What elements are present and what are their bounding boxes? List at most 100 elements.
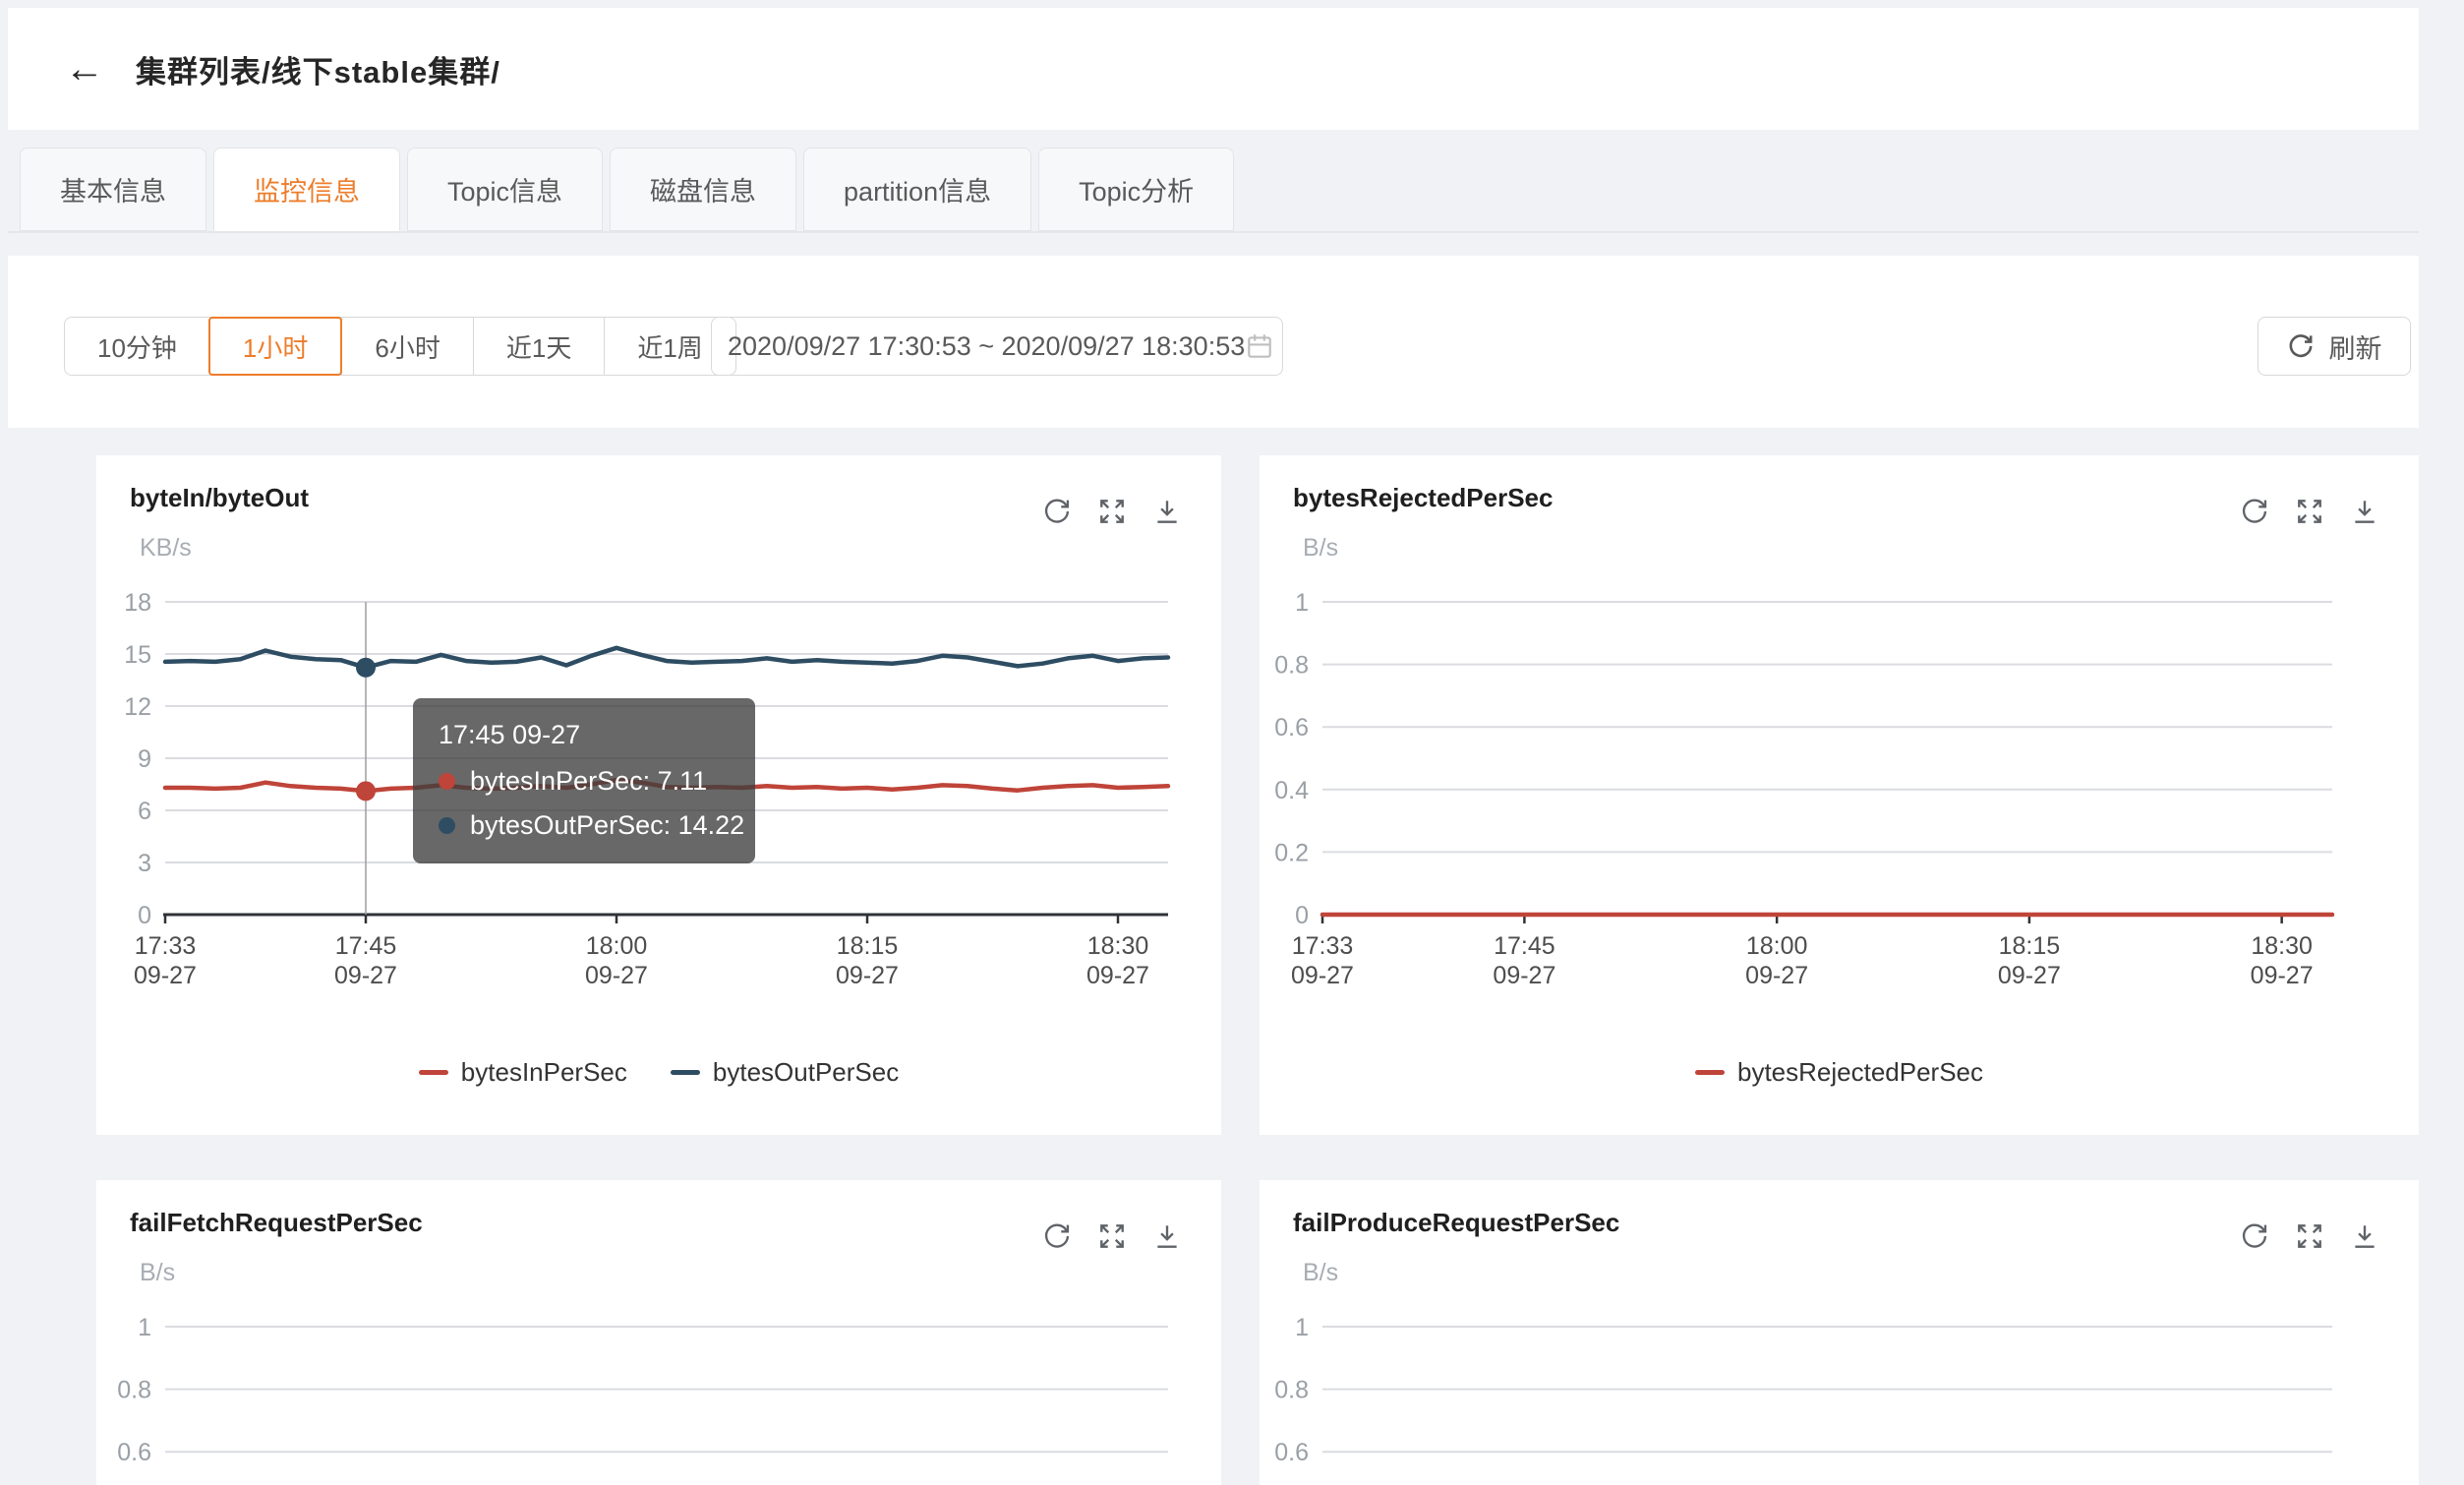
- legend-swatch-icon: [418, 1070, 448, 1075]
- svg-text:0: 0: [1295, 902, 1309, 929]
- svg-text:09-27: 09-27: [1086, 962, 1149, 989]
- date-range-value: 2020/09/27 17:30:53 ~ 2020/09/27 18:30:5…: [728, 330, 1246, 361]
- chart-refresh-icon[interactable]: [2240, 1221, 2269, 1251]
- refresh-label: 刷新: [2328, 333, 2382, 364]
- svg-text:09-27: 09-27: [585, 962, 648, 989]
- content-panel: 10分钟 1小时 6小时 近1天 近1周 2020/09/27 17:30:53…: [8, 256, 2419, 1485]
- legend-item[interactable]: bytesInPerSec: [418, 1057, 627, 1088]
- chart-refresh-icon[interactable]: [1042, 1221, 1072, 1251]
- download-icon[interactable]: [1152, 497, 1182, 526]
- svg-text:0.6: 0.6: [1274, 714, 1309, 742]
- svg-text:09-27: 09-27: [1998, 962, 2061, 989]
- svg-text:09-27: 09-27: [1291, 962, 1354, 989]
- svg-text:12: 12: [124, 693, 151, 721]
- chart-plot[interactable]: 181512963017:3309-2717:4509-2718:0009-27…: [96, 583, 1221, 1006]
- chart-title: failFetchRequestPerSec: [130, 1208, 423, 1237]
- tab-disk-info[interactable]: 磁盘信息: [610, 148, 797, 231]
- chart-legend: bytesInPerSec bytesOutPerSec: [96, 1057, 1221, 1088]
- svg-text:18: 18: [124, 589, 151, 617]
- chart-card: failFetchRequestPerSec B/s 10.80.60.40.2…: [96, 1180, 1221, 1485]
- svg-text:0.6: 0.6: [1274, 1439, 1309, 1466]
- svg-text:0.8: 0.8: [1274, 1377, 1309, 1404]
- chart-refresh-icon[interactable]: [2240, 497, 2269, 526]
- svg-text:09-27: 09-27: [334, 962, 397, 989]
- date-range-input[interactable]: 2020/09/27 17:30:53 ~ 2020/09/27 18:30:5…: [711, 317, 1283, 376]
- chart-plot[interactable]: 10.80.60.40.2017:3309-2717:4509-2718:000…: [1260, 583, 2419, 1006]
- svg-text:17:45: 17:45: [335, 932, 397, 960]
- chart-plot[interactable]: 10.80.60.40.20: [1260, 1308, 2419, 1485]
- download-icon[interactable]: [2350, 497, 2379, 526]
- svg-text:18:00: 18:00: [1746, 932, 1808, 960]
- range-1day-button[interactable]: 近1天: [472, 318, 604, 375]
- svg-text:18:00: 18:00: [586, 932, 648, 960]
- legend-label: bytesRejectedPerSec: [1736, 1057, 1984, 1087]
- tab-basic-info[interactable]: 基本信息: [20, 148, 206, 231]
- range-1hour-button[interactable]: 1小时: [207, 317, 343, 376]
- svg-text:9: 9: [138, 745, 151, 773]
- svg-text:18:15: 18:15: [1999, 932, 2061, 960]
- range-6hour-button[interactable]: 6小时: [341, 318, 472, 375]
- svg-text:0.6: 0.6: [117, 1439, 151, 1466]
- svg-text:18:30: 18:30: [1087, 932, 1149, 960]
- time-range-group: 10分钟 1小时 6小时 近1天 近1周: [64, 317, 736, 376]
- y-axis-unit: B/s: [140, 1259, 176, 1286]
- series-dot-icon: [439, 773, 455, 790]
- svg-text:6: 6: [138, 798, 151, 825]
- fullscreen-icon[interactable]: [1097, 497, 1127, 526]
- svg-text:18:30: 18:30: [2251, 932, 2313, 960]
- back-icon[interactable]: ←: [65, 47, 104, 90]
- chart-title: failProduceRequestPerSec: [1293, 1208, 1620, 1237]
- tooltip-value: bytesInPerSec: 7.11: [470, 766, 708, 796]
- tab-topic-analysis[interactable]: Topic分析: [1038, 148, 1235, 231]
- range-10min-button[interactable]: 10分钟: [97, 332, 177, 363]
- tooltip-row: bytesOutPerSec: 14.22: [439, 803, 755, 848]
- legend-item[interactable]: bytesRejectedPerSec: [1694, 1057, 1984, 1088]
- svg-text:17:33: 17:33: [135, 932, 197, 960]
- chart-tooltip: 17:45 09-27 bytesInPerSec: 7.11 bytesOutPe…: [413, 698, 755, 863]
- y-axis-unit: B/s: [1303, 1259, 1339, 1286]
- fullscreen-icon[interactable]: [1097, 1221, 1127, 1251]
- y-axis-unit: B/s: [1303, 534, 1339, 562]
- svg-text:15: 15: [124, 641, 151, 669]
- chart-refresh-icon[interactable]: [1042, 497, 1072, 526]
- fullscreen-icon[interactable]: [2295, 1221, 2324, 1251]
- svg-text:09-27: 09-27: [134, 962, 197, 989]
- svg-text:09-27: 09-27: [836, 962, 899, 989]
- tab-topic-info[interactable]: Topic信息: [407, 148, 604, 231]
- legend-item[interactable]: bytesOutPerSec: [670, 1057, 900, 1088]
- svg-text:0.8: 0.8: [117, 1377, 151, 1404]
- svg-text:3: 3: [138, 850, 151, 877]
- refresh-button[interactable]: 刷新: [2258, 317, 2411, 376]
- tooltip-title: 17:45 09-27: [439, 720, 581, 749]
- tab-partition-info[interactable]: partition信息: [803, 148, 1032, 231]
- charts-panel: byteIn/byteOut KB/s 18 15 12 9 6 3 0 17:33 09-27…: [8, 428, 2419, 1485]
- chart-card: failProduceRequestPerSec B/s 10.80.60.40…: [1260, 1180, 2419, 1485]
- svg-text:1: 1: [138, 1314, 151, 1341]
- legend-label: bytesInPerSec: [460, 1057, 627, 1087]
- y-axis-unit: KB/s: [140, 534, 192, 562]
- legend-swatch-icon: [1694, 1070, 1725, 1075]
- series-dot-icon: [439, 817, 455, 834]
- svg-text:0: 0: [138, 902, 151, 929]
- download-icon[interactable]: [1152, 1221, 1182, 1251]
- svg-text:18:15: 18:15: [837, 932, 899, 960]
- fullscreen-icon[interactable]: [2295, 497, 2324, 526]
- page-header: ← 集群列表/线下stable集群/: [8, 8, 2419, 130]
- svg-text:09-27: 09-27: [1493, 962, 1555, 989]
- legend-label: bytesOutPerSec: [712, 1057, 900, 1087]
- svg-text:17:33: 17:33: [1292, 932, 1354, 960]
- tab-bar: 基本信息 监控信息 Topic信息 磁盘信息 partition信息 Topic…: [8, 148, 2419, 233]
- chart-title: byteIn/byteOut: [130, 483, 310, 512]
- chart-title: bytesRejectedPerSec: [1293, 483, 1554, 512]
- tab-monitor-info[interactable]: 监控信息: [213, 148, 400, 231]
- legend-swatch-icon: [670, 1070, 700, 1075]
- range-1week-button[interactable]: 近1周: [604, 318, 734, 375]
- svg-text:0.2: 0.2: [1274, 839, 1309, 866]
- page-title: 集群列表/线下stable集群/: [136, 54, 500, 89]
- chart-plot[interactable]: 10.80.60.40.20: [96, 1308, 1221, 1485]
- svg-text:09-27: 09-27: [2251, 962, 2314, 989]
- download-icon[interactable]: [2350, 1221, 2379, 1251]
- svg-text:1: 1: [1295, 589, 1309, 617]
- calendar-icon: [1248, 334, 1272, 358]
- svg-text:17:45: 17:45: [1494, 932, 1555, 960]
